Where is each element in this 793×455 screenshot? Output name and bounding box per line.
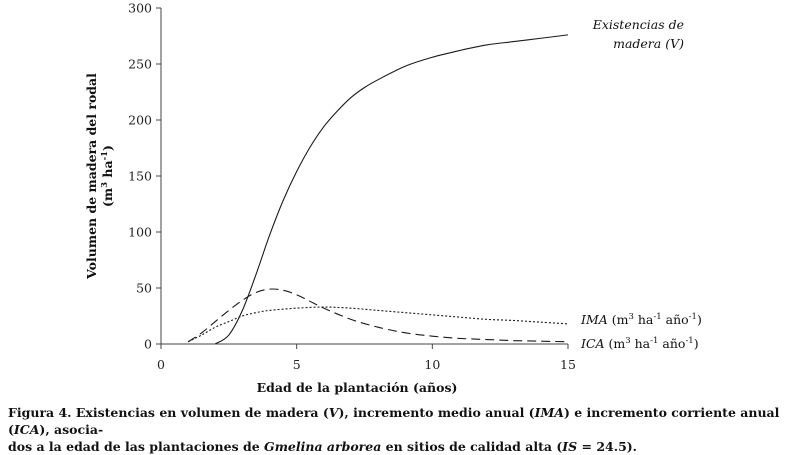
series-line-ica	[187, 288, 569, 343]
series-lines	[187, 34, 569, 345]
series-label-volume-line1: Existencias de	[592, 17, 684, 32]
y-axis-title-line1: Volumen de madera del rodal	[84, 73, 99, 280]
series-line-volume	[214, 34, 569, 345]
caption-line-1: Figura 4. Existencias en volumen de made…	[8, 405, 780, 437]
y-tick-label: 150	[128, 169, 152, 184]
series-label-ima: IMA (m3 ha-1 año-1)	[580, 312, 702, 327]
y-tick-label: 100	[128, 225, 152, 240]
y-axis-title: Volumen de madera del rodal (m3 ha-1)	[84, 73, 115, 280]
line-chart: 0 50 100 150 200 250 300 0 5 10 15 Edad de la pla…	[84, 1, 702, 396]
x-ticks: 0 5 10 15	[157, 344, 576, 372]
x-tick-label: 10	[424, 357, 440, 372]
y-tick-label: 50	[136, 281, 152, 296]
y-ticks: 0 50 100 150 200 250 300	[128, 1, 161, 352]
x-axis-title: Edad de la plantación (años)	[257, 380, 458, 395]
x-tick-label: 5	[293, 357, 301, 372]
y-tick-label: 200	[128, 113, 152, 128]
series-label-volume: Existencias de madera (V)	[592, 17, 684, 51]
axes	[160, 8, 568, 345]
series-label-volume-line2: madera (V)	[613, 36, 684, 51]
y-axis-title-line2: (m3 ha-1)	[100, 145, 115, 207]
series-label-ica: ICA (m3 ha-1 año-1)	[580, 336, 699, 351]
y-tick-label: 0	[144, 337, 152, 352]
series-line-ima	[187, 306, 569, 343]
figure: 0 50 100 150 200 250 300 0 5 10 15 Edad de la pla…	[8, 1, 779, 455]
y-tick-label: 300	[128, 1, 152, 16]
x-tick-label: 0	[157, 357, 165, 372]
y-tick-label: 250	[128, 57, 152, 72]
figure-caption: Figura 4. Existencias en volumen de made…	[8, 404, 788, 455]
x-tick-label: 15	[560, 357, 576, 372]
